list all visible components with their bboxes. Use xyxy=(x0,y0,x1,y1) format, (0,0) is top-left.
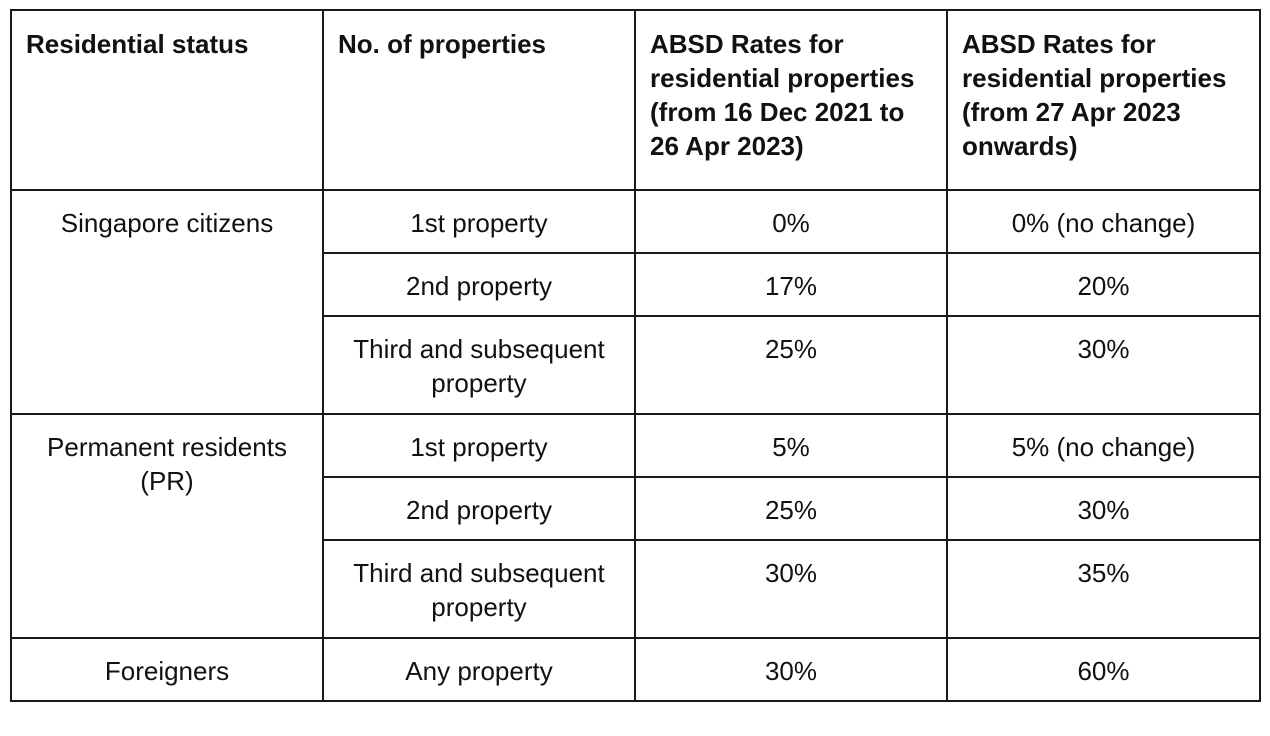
properties-cell: 1st property xyxy=(322,189,636,254)
rate-new-cell: 0% (no change) xyxy=(946,189,1261,254)
table-row: Singapore citizens 1st property 0% 0% (n… xyxy=(10,189,1261,415)
header-absd-rates-old: ABSD Rates for residential properties (f… xyxy=(634,9,948,191)
properties-cell: 2nd property xyxy=(322,476,636,541)
rate-new-cell: 30% xyxy=(946,476,1261,541)
properties-cell: Any property xyxy=(322,637,636,702)
rate-old-cell: 25% xyxy=(634,476,948,541)
properties-cell: 2nd property xyxy=(322,252,636,317)
header-residential-status: Residential status xyxy=(10,9,324,191)
table-row: 2nd property 25% 30% xyxy=(11,476,1261,541)
status-cell-singapore-citizens: Singapore citizens xyxy=(10,189,324,415)
table-row: Foreigners Any property 30% 60% xyxy=(10,637,1261,702)
header-absd-rates-new: ABSD Rates for residential properties (f… xyxy=(946,9,1261,191)
table-row: 2nd property 17% 20% xyxy=(11,252,1261,317)
rate-old-cell: 25% xyxy=(634,315,948,415)
rate-new-cell: 35% xyxy=(946,539,1261,639)
rate-old-cell: 0% xyxy=(634,189,948,254)
rate-new-cell: 20% xyxy=(946,252,1261,317)
table-row: Third and subsequent property 25% 30% xyxy=(11,315,1261,415)
rate-new-cell: 60% xyxy=(946,637,1261,702)
table-row: Third and subsequent property 30% 35% xyxy=(11,539,1261,639)
properties-cell: 1st property xyxy=(322,413,636,478)
table-row: Permanent residents (PR) 1st property 5%… xyxy=(10,413,1261,639)
status-cell-foreigners: Foreigners xyxy=(10,637,324,702)
properties-cell: Third and subsequent property xyxy=(322,315,636,415)
rate-old-cell: 30% xyxy=(634,637,948,702)
rate-old-cell: 5% xyxy=(634,413,948,478)
table-header-row: Residential status No. of properties ABS… xyxy=(10,9,1261,191)
rate-old-cell: 30% xyxy=(634,539,948,639)
rate-new-cell: 30% xyxy=(946,315,1261,415)
rate-old-cell: 17% xyxy=(634,252,948,317)
properties-cell: Third and subsequent property xyxy=(322,539,636,639)
rate-new-cell: 5% (no change) xyxy=(946,413,1261,478)
header-no-of-properties: No. of properties xyxy=(322,9,636,191)
absd-rates-table: Residential status No. of properties ABS… xyxy=(10,9,1261,702)
status-cell-permanent-residents: Permanent residents (PR) xyxy=(10,413,324,639)
